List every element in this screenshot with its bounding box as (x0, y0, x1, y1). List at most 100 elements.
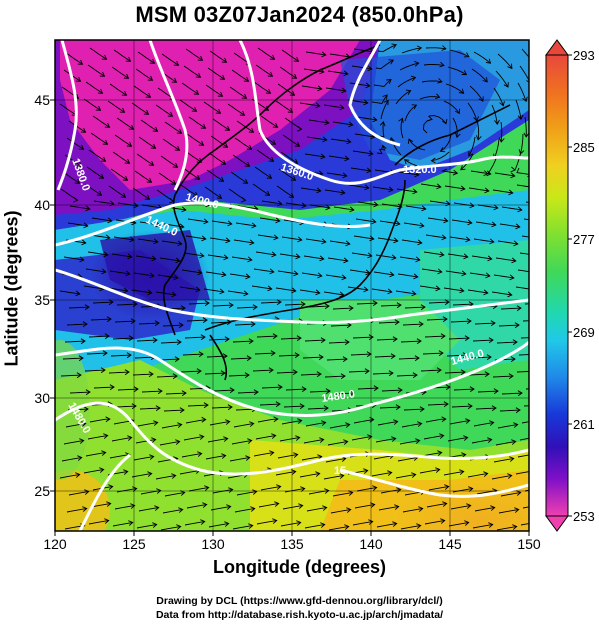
streamline-arrow (321, 420, 327, 426)
streamline-arrow (201, 416, 207, 423)
streamline (305, 238, 326, 243)
streamline-arrow (486, 170, 492, 177)
streamline-arrow (222, 142, 229, 148)
streamline (425, 418, 446, 423)
streamline-arrow (152, 522, 158, 528)
streamline-arrow (291, 469, 297, 475)
streamline-arrow (200, 123, 207, 129)
streamline-arrow (180, 490, 186, 496)
streamline-arrow (439, 147, 446, 153)
streamline (163, 409, 185, 412)
streamline-arrow (156, 488, 162, 494)
streamline-arrow (204, 485, 210, 491)
streamline (440, 134, 452, 152)
streamline-arrow (468, 486, 474, 492)
streamline-arrow (108, 484, 114, 490)
streamline (209, 421, 230, 426)
streamline (323, 475, 344, 480)
streamline-arrow (84, 304, 90, 311)
streamline (452, 488, 473, 493)
streamline-arrow (288, 192, 295, 198)
streamline (131, 473, 152, 478)
streamline (495, 257, 516, 262)
streamline (520, 523, 529, 526)
streamline-arrow (273, 416, 279, 423)
streamline-arrow (419, 406, 425, 413)
streamline (448, 522, 469, 527)
streamline-arrow (392, 336, 398, 343)
streamline-arrow (82, 321, 88, 328)
streamline-arrow (120, 192, 127, 198)
streamline-arrow (95, 105, 102, 111)
streamline (329, 424, 350, 429)
streamline-arrow (391, 254, 397, 261)
streamline (188, 302, 210, 305)
streamline-arrow (324, 119, 330, 126)
streamline-arrow (464, 335, 470, 342)
streamline (468, 187, 489, 192)
streamline-arrow (363, 286, 369, 293)
streamline (306, 136, 327, 141)
streamline (260, 301, 282, 304)
streamline-arrow (412, 188, 418, 195)
streamline-arrow (101, 450, 107, 456)
streamline (137, 51, 155, 64)
streamline-arrow (445, 384, 451, 391)
streamline (207, 67, 225, 80)
streamline-arrow (124, 158, 131, 164)
streamline (423, 251, 444, 256)
x-axis-label: Longitude (degrees) (212, 557, 386, 577)
streamline (379, 406, 401, 409)
streamline-arrow (386, 78, 392, 85)
streamline (352, 521, 373, 526)
streamline-arrow (104, 333, 110, 340)
streamline (397, 77, 416, 88)
y-tick-label: 45 (34, 92, 50, 108)
streamline (186, 133, 204, 146)
streamline (444, 371, 466, 374)
streamline (468, 373, 490, 376)
streamline-arrow (442, 501, 448, 507)
streamline (473, 51, 491, 64)
streamline (308, 119, 329, 124)
streamline-arrow (101, 268, 107, 275)
streamline (87, 251, 108, 256)
streamline-arrow (172, 373, 178, 380)
streamline-arrow (323, 405, 329, 412)
streamline (405, 205, 426, 210)
streamline-arrow (179, 407, 185, 414)
streamline (332, 121, 353, 126)
streamline (138, 136, 156, 149)
streamline-arrow (269, 268, 275, 275)
streamline-arrow (251, 222, 257, 229)
streamline (228, 374, 250, 377)
streamline-arrow (176, 128, 183, 134)
streamline-arrow (265, 88, 272, 94)
streamline-arrow (320, 522, 326, 528)
streamline-arrow (228, 487, 234, 493)
streamline (426, 503, 447, 508)
streamline (445, 270, 466, 275)
streamline-arrow (490, 320, 496, 327)
streamline-arrow (373, 385, 379, 392)
streamline (329, 53, 350, 58)
streamline-arrow (244, 372, 250, 379)
streamline-arrow (444, 299, 450, 306)
streamline-arrow (394, 504, 400, 510)
streamline-arrow (225, 419, 231, 425)
streamline-arrow (100, 367, 106, 374)
streamline-arrow (475, 135, 482, 141)
streamline-arrow (132, 486, 138, 492)
streamline (184, 336, 206, 339)
streamline-arrow (82, 506, 88, 512)
streamline-arrow (494, 119, 500, 126)
streamline (208, 152, 226, 165)
streamline-arrow (342, 172, 348, 179)
streamline-arrow (538, 503, 542, 508)
streamline (493, 458, 514, 463)
streamline-arrow (498, 137, 505, 143)
streamline (517, 454, 529, 458)
streamline-arrow (128, 124, 135, 130)
streamline-arrow (150, 143, 157, 149)
streamline-arrow (364, 368, 370, 375)
